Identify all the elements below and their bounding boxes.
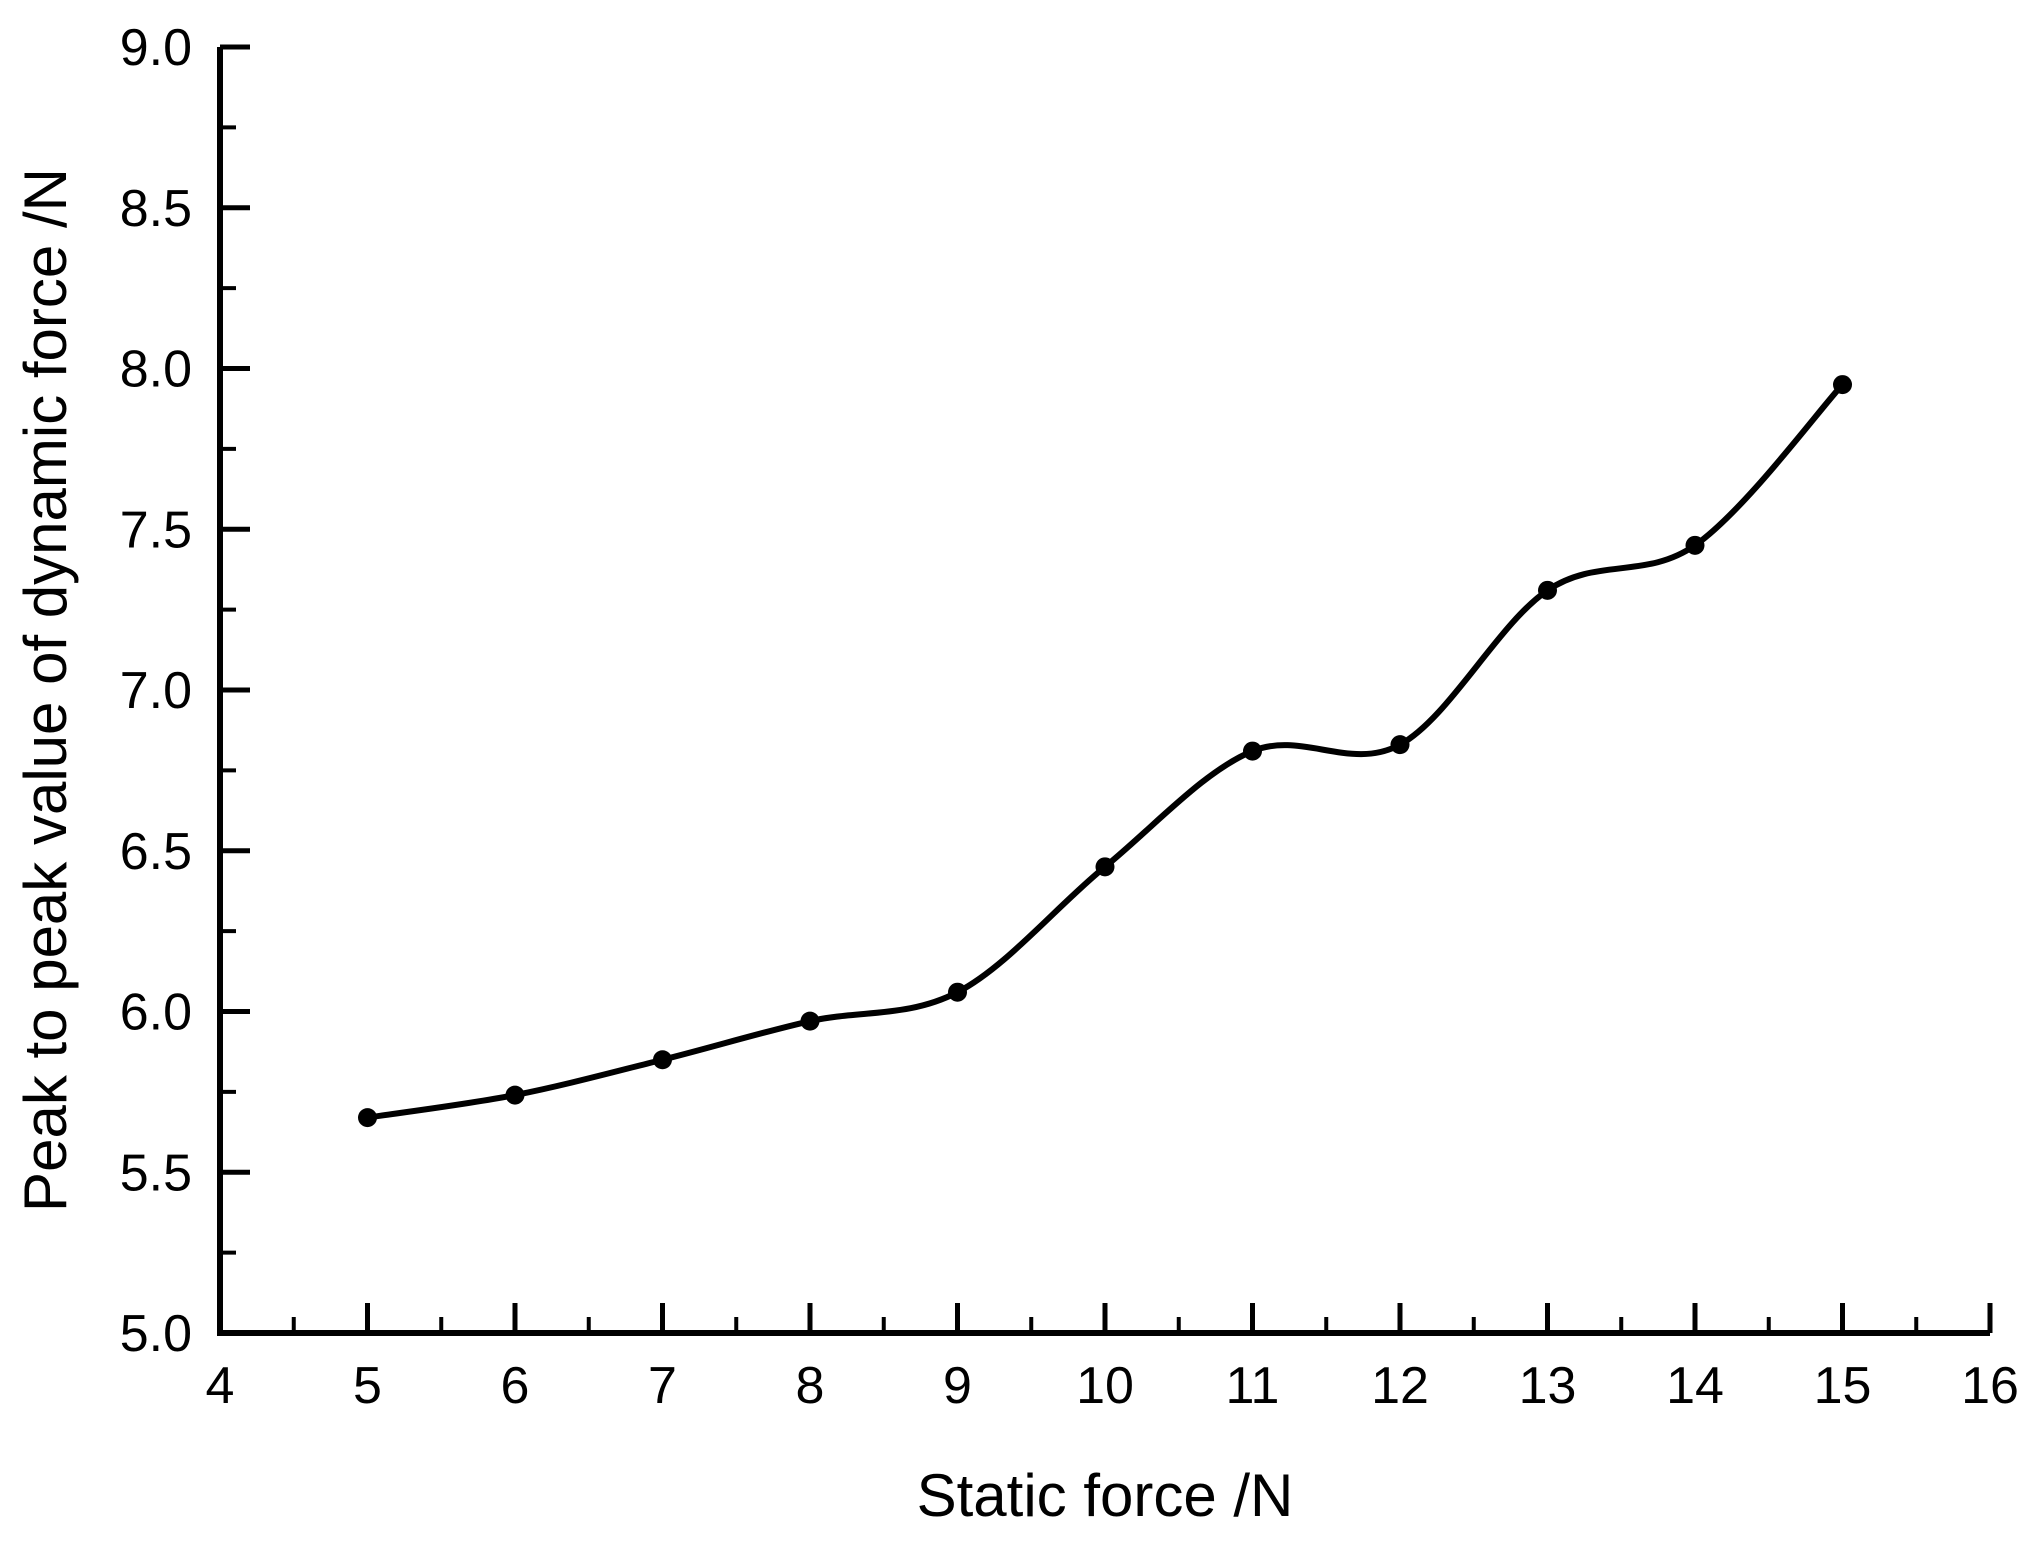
data-point	[1538, 580, 1557, 600]
x-tick-label: 16	[1961, 1357, 2019, 1415]
data-point	[1243, 741, 1262, 761]
data-point	[1833, 375, 1852, 395]
x-tick-label: 13	[1519, 1357, 1577, 1415]
x-tick-label: 8	[796, 1357, 825, 1415]
data-point	[653, 1050, 672, 1070]
data-point	[1095, 857, 1115, 877]
x-tick-label: 10	[1076, 1357, 1134, 1415]
x-tick-label: 4	[206, 1357, 235, 1415]
data-point	[1390, 735, 1410, 755]
y-tick-label: 7.0	[120, 662, 192, 720]
plot-area: 4 5 6 7 8 9 10 11 12 13 14 15 16 5.0 5.5 6.0 6.5 7.0 7.5 8.…	[120, 19, 2019, 1415]
x-tick-label: 9	[943, 1357, 972, 1415]
x-tick-label: 7	[648, 1357, 677, 1415]
y-axis-title: Peak to peak value of dynamic force /N	[12, 168, 79, 1212]
axis-frame	[217, 47, 1990, 1336]
y-tick-label: 6.5	[120, 823, 192, 881]
y-tick-label: 9.0	[120, 19, 192, 77]
x-tick-label: 12	[1371, 1357, 1429, 1415]
x-tick-label: 14	[1666, 1357, 1724, 1415]
y-tick-label: 6.0	[120, 984, 192, 1042]
data-point	[505, 1085, 525, 1105]
x-axis-title: Static force /N	[917, 1462, 1294, 1529]
y-tick-label: 7.5	[120, 501, 192, 559]
y-tick-label: 8.5	[120, 180, 192, 238]
data-point	[948, 982, 967, 1002]
x-tick-label: 11	[1226, 1357, 1280, 1415]
x-tick-label: 15	[1814, 1357, 1872, 1415]
y-tick-label: 5.0	[120, 1305, 192, 1363]
x-tick-label: 5	[353, 1357, 382, 1415]
y-tick-label: 8.0	[120, 341, 192, 399]
x-tick-label: 6	[501, 1357, 530, 1415]
y-tick-label: 5.5	[120, 1144, 192, 1202]
data-point	[358, 1108, 377, 1128]
fit-curve	[364, 381, 1846, 1121]
data-point	[1685, 535, 1705, 555]
data-point	[800, 1011, 820, 1031]
